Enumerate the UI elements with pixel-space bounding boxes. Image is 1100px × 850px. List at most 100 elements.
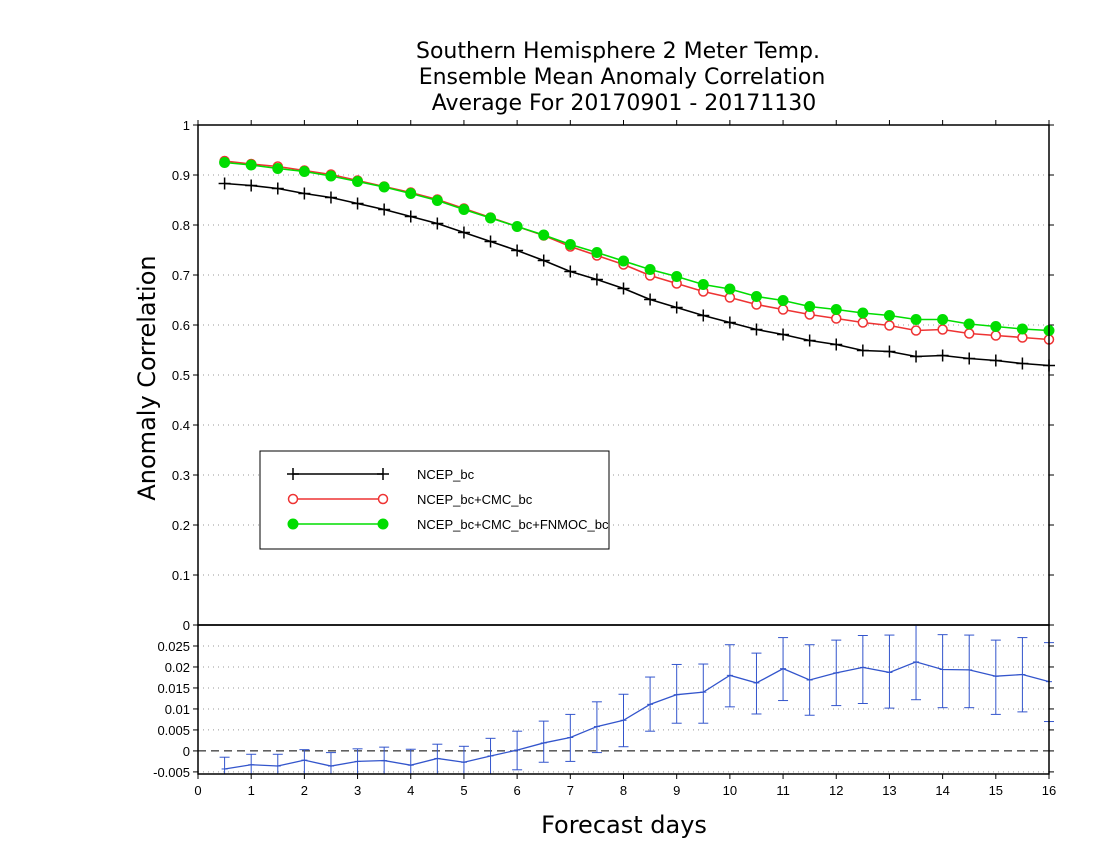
series-line-2 [224, 161, 1050, 332]
lower-y-tick-label: -0.005 [153, 765, 190, 780]
series-point-2 [750, 291, 762, 302]
series-point-0 [218, 177, 231, 190]
x-tick-label: 3 [354, 783, 361, 798]
series-point-2 [485, 212, 497, 224]
series-point-1 [777, 304, 789, 315]
series-point-2 [963, 318, 975, 330]
series-point-0 [963, 352, 976, 365]
chart-title: Southern Hemisphere 2 Meter Temp. Ensemb… [416, 39, 825, 116]
x-tick-label: 12 [829, 783, 843, 798]
series-point-0 [537, 254, 550, 267]
series-point-0 [298, 187, 311, 200]
series-line-0 [224, 182, 1050, 367]
error-bars [219, 624, 1054, 775]
series-point-0 [803, 334, 816, 347]
series-point-2 [591, 247, 603, 258]
legend-label: NCEP_bc+CMC_bc+FNMOC_bc [417, 517, 609, 532]
legend-item-2: NCEP_bc+CMC_bc+FNMOC_bc [287, 517, 609, 532]
error-bar [698, 663, 709, 724]
series-point-2 [804, 301, 816, 312]
series-point-0 [883, 345, 896, 358]
upper-y-tick-label: 0.9 [172, 168, 190, 183]
series-point-2 [511, 221, 523, 232]
series-point-1 [963, 328, 975, 339]
series-point-2 [405, 188, 417, 199]
series-point-0 [271, 182, 284, 195]
series-point-2 [325, 170, 337, 182]
lower-y-tick-label: 0.01 [165, 702, 190, 717]
series-point-2 [724, 283, 736, 295]
series-point-0 [590, 273, 603, 286]
legend-label: NCEP_bc [417, 467, 475, 482]
series-point-0 [378, 203, 391, 216]
series-point-0 [245, 179, 258, 192]
series-point-2 [697, 279, 709, 290]
x-tick-label: 0 [194, 783, 201, 798]
lower-y-tick-label: 0.02 [165, 660, 190, 675]
series-point-0 [697, 309, 710, 322]
series-point-0 [431, 217, 444, 230]
series-point-0 [670, 301, 683, 314]
x-tick-label: 10 [723, 783, 737, 798]
legend-label: NCEP_bc+CMC_bc [417, 492, 533, 507]
series-point-2 [990, 321, 1002, 332]
x-tick-label: 2 [301, 783, 308, 798]
legend-marker [287, 493, 299, 505]
x-tick-label: 5 [460, 783, 467, 798]
series-point-2 [671, 271, 683, 282]
lower-y-tick-label: 0.025 [157, 639, 190, 654]
x-tick-label: 4 [407, 783, 414, 798]
series-point-0 [830, 338, 843, 351]
series-point-2 [644, 264, 656, 275]
series-point-2 [1016, 323, 1028, 335]
series-line-1 [224, 160, 1050, 341]
lower-y-tick-label: 0 [183, 744, 190, 759]
series-point-0 [1016, 357, 1029, 370]
x-tick-label: 9 [673, 783, 680, 798]
series-point-1 [857, 317, 869, 328]
series-point-1 [910, 325, 922, 336]
x-tick-label: 1 [248, 783, 255, 798]
series-point-0 [511, 244, 524, 257]
chart-title-line-1: Southern Hemisphere 2 Meter Temp. [416, 39, 820, 64]
difference-line [224, 661, 1050, 770]
series-point-0 [750, 323, 763, 336]
x-tick-label: 15 [989, 783, 1003, 798]
series-point-0 [564, 265, 577, 278]
series-point-1 [831, 313, 842, 324]
series-point-0 [617, 282, 630, 295]
legend-marker [377, 493, 389, 505]
chart-title-line-2: Ensemble Mean Anomaly Correlation [419, 65, 826, 90]
series-point-2 [857, 307, 869, 319]
legend-item-1: NCEP_bc+CMC_bc [287, 492, 533, 507]
series-point-2 [538, 229, 550, 241]
series-point-2 [298, 166, 310, 177]
x-tick-label: 14 [935, 783, 949, 798]
x-tick-label: 16 [1042, 783, 1056, 798]
x-tick-label: 8 [620, 783, 627, 798]
legend-item-0: NCEP_bc [287, 467, 475, 482]
upper-y-tick-label: 0.2 [172, 518, 190, 533]
lower-frame [197, 624, 1050, 775]
legend-box [259, 450, 610, 550]
series-point-2 [937, 314, 949, 325]
error-bar [671, 663, 682, 724]
series-point-2 [830, 304, 842, 315]
chart-title-line-3: Average For 20170901 - 20171130 [432, 91, 817, 116]
upper-y-tick-label: 0.4 [172, 418, 190, 433]
series-point-0 [484, 235, 497, 248]
upper-y-tick-label: 1 [183, 118, 190, 133]
series-point-2 [378, 181, 390, 193]
series-point-0 [404, 210, 417, 223]
upper-y-tick-label: 0.5 [172, 368, 190, 383]
series-point-0 [457, 226, 470, 239]
upper-y-tick-label: 0.6 [172, 318, 190, 333]
series-point-2 [458, 204, 470, 215]
x-axis-label: Forecast days [541, 811, 707, 839]
legend-marker [377, 518, 389, 530]
series-point-0 [856, 344, 869, 357]
upper-gridlines [198, 174, 1049, 576]
x-tick-label: 13 [882, 783, 896, 798]
error-bar [325, 752, 336, 775]
